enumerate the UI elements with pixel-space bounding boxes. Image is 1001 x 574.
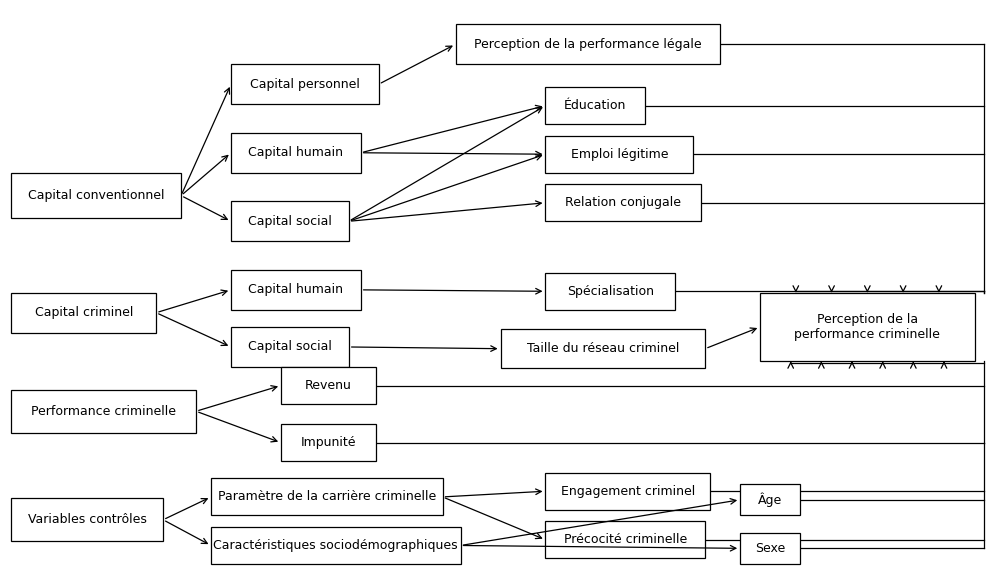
FancyBboxPatch shape xyxy=(231,327,348,367)
Text: Engagement criminel: Engagement criminel xyxy=(561,484,695,498)
FancyBboxPatch shape xyxy=(11,293,156,333)
FancyBboxPatch shape xyxy=(281,367,375,404)
Text: Capital social: Capital social xyxy=(248,215,331,228)
FancyBboxPatch shape xyxy=(740,484,800,515)
FancyBboxPatch shape xyxy=(231,270,360,310)
Text: Emploi légitime: Emploi légitime xyxy=(571,148,668,161)
FancyBboxPatch shape xyxy=(11,390,196,433)
FancyBboxPatch shape xyxy=(231,133,360,173)
Text: Caractéristiques sociodémographiques: Caractéristiques sociodémographiques xyxy=(213,539,458,552)
FancyBboxPatch shape xyxy=(546,135,693,173)
Text: Spécialisation: Spécialisation xyxy=(567,285,654,298)
FancyBboxPatch shape xyxy=(231,64,378,104)
FancyBboxPatch shape xyxy=(546,184,701,222)
Text: Paramètre de la carrière criminelle: Paramètre de la carrière criminelle xyxy=(217,490,435,503)
FancyBboxPatch shape xyxy=(546,472,710,510)
Text: Précocité criminelle: Précocité criminelle xyxy=(564,533,687,546)
Text: Capital personnel: Capital personnel xyxy=(250,77,359,91)
Text: Capital conventionnel: Capital conventionnel xyxy=(28,189,164,202)
Text: Revenu: Revenu xyxy=(305,379,351,392)
Text: Performance criminelle: Performance criminelle xyxy=(31,405,176,418)
FancyBboxPatch shape xyxy=(455,24,720,64)
Text: Perception de la performance légale: Perception de la performance légale xyxy=(474,38,702,51)
Text: Capital criminel: Capital criminel xyxy=(35,306,133,319)
Text: Âge: Âge xyxy=(758,492,782,507)
Text: Capital social: Capital social xyxy=(248,340,331,354)
FancyBboxPatch shape xyxy=(211,527,460,564)
Text: Éducation: Éducation xyxy=(565,99,627,112)
FancyBboxPatch shape xyxy=(231,201,348,241)
FancyBboxPatch shape xyxy=(11,498,163,541)
Text: Taille du réseau criminel: Taille du réseau criminel xyxy=(527,342,679,355)
FancyBboxPatch shape xyxy=(281,424,375,461)
Text: Capital humain: Capital humain xyxy=(248,146,343,159)
FancyBboxPatch shape xyxy=(546,87,646,124)
FancyBboxPatch shape xyxy=(211,478,442,515)
FancyBboxPatch shape xyxy=(760,293,975,361)
Text: Impunité: Impunité xyxy=(300,436,356,449)
Text: Variables contrôles: Variables contrôles xyxy=(28,513,147,526)
FancyBboxPatch shape xyxy=(500,329,705,368)
FancyBboxPatch shape xyxy=(546,521,705,559)
FancyBboxPatch shape xyxy=(546,273,676,310)
Text: Capital humain: Capital humain xyxy=(248,284,343,296)
FancyBboxPatch shape xyxy=(740,533,800,564)
FancyBboxPatch shape xyxy=(11,173,181,219)
Text: Sexe: Sexe xyxy=(755,542,785,555)
Text: Perception de la
performance criminelle: Perception de la performance criminelle xyxy=(795,313,940,341)
Text: Relation conjugale: Relation conjugale xyxy=(566,196,682,210)
